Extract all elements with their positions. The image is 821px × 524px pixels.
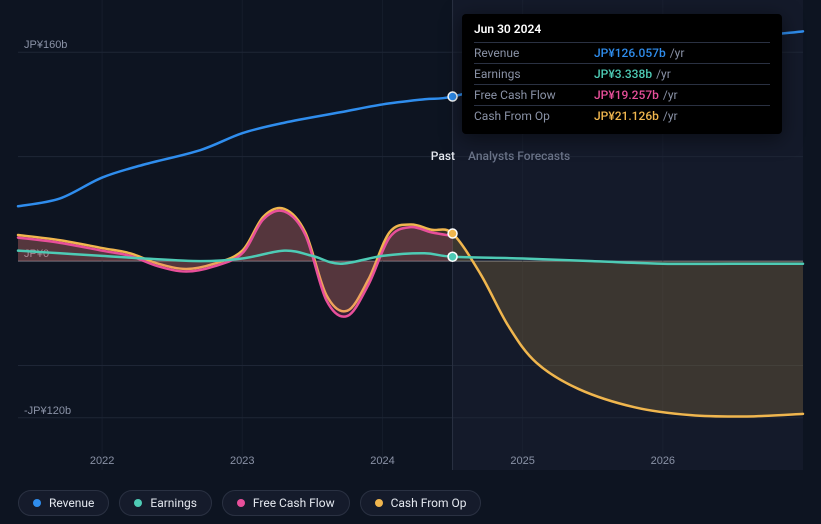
legend-item-cash-from-op[interactable]: Cash From Op bbox=[360, 490, 482, 516]
legend-item-free-cash-flow[interactable]: Free Cash Flow bbox=[222, 490, 350, 516]
tooltip-row-value: JP¥19.257b bbox=[594, 88, 659, 102]
svg-text:JP¥160b: JP¥160b bbox=[24, 39, 67, 51]
svg-text:-JP¥120b: -JP¥120b bbox=[24, 405, 71, 417]
tooltip-row-unit: /yr bbox=[656, 67, 671, 81]
chart-legend: Revenue Earnings Free Cash Flow Cash From O… bbox=[18, 490, 481, 516]
tooltip-row: Free Cash FlowJP¥19.257b/yr bbox=[474, 84, 770, 105]
past-label: Past bbox=[431, 149, 455, 163]
svg-text:2024: 2024 bbox=[370, 455, 394, 467]
legend-label: Free Cash Flow bbox=[253, 496, 335, 510]
tooltip-date: Jun 30 2024 bbox=[474, 22, 770, 36]
legend-label: Cash From Op bbox=[391, 496, 467, 510]
tooltip-row: RevenueJP¥126.057b/yr bbox=[474, 42, 770, 63]
tooltip-row-label: Cash From Op bbox=[474, 109, 594, 123]
tooltip-row: Cash From OpJP¥21.126b/yr bbox=[474, 105, 770, 126]
legend-item-earnings[interactable]: Earnings bbox=[119, 490, 212, 516]
legend-dot bbox=[237, 499, 245, 507]
legend-label: Earnings bbox=[150, 496, 197, 510]
legend-item-revenue[interactable]: Revenue bbox=[18, 490, 109, 516]
tooltip-row-value: JP¥126.057b bbox=[594, 46, 666, 60]
legend-dot bbox=[375, 499, 383, 507]
legend-dot bbox=[134, 499, 142, 507]
legend-dot bbox=[33, 499, 41, 507]
forecast-label: Analysts Forecasts bbox=[468, 149, 570, 163]
tooltip-row-unit: /yr bbox=[663, 88, 678, 102]
tooltip-row-value: JP¥21.126b bbox=[594, 109, 659, 123]
svg-text:2025: 2025 bbox=[510, 455, 534, 467]
tooltip-row: EarningsJP¥3.338b/yr bbox=[474, 63, 770, 84]
svg-text:2026: 2026 bbox=[651, 455, 675, 467]
legend-label: Revenue bbox=[49, 496, 94, 510]
tooltip-row-label: Earnings bbox=[474, 67, 594, 81]
tooltip-row-value: JP¥3.338b bbox=[594, 67, 652, 81]
chart-tooltip: Jun 30 2024 RevenueJP¥126.057b/yrEarning… bbox=[462, 14, 782, 134]
tooltip-row-unit: /yr bbox=[670, 46, 685, 60]
svg-text:2023: 2023 bbox=[230, 455, 254, 467]
tooltip-row-unit: /yr bbox=[663, 109, 678, 123]
tooltip-row-label: Revenue bbox=[474, 46, 594, 60]
financials-chart: 20222023202420252026JP¥160bJP¥0-JP¥120b … bbox=[0, 0, 821, 524]
tooltip-row-label: Free Cash Flow bbox=[474, 88, 594, 102]
svg-text:2022: 2022 bbox=[90, 455, 114, 467]
tooltip-rows: RevenueJP¥126.057b/yrEarningsJP¥3.338b/y… bbox=[474, 42, 770, 126]
